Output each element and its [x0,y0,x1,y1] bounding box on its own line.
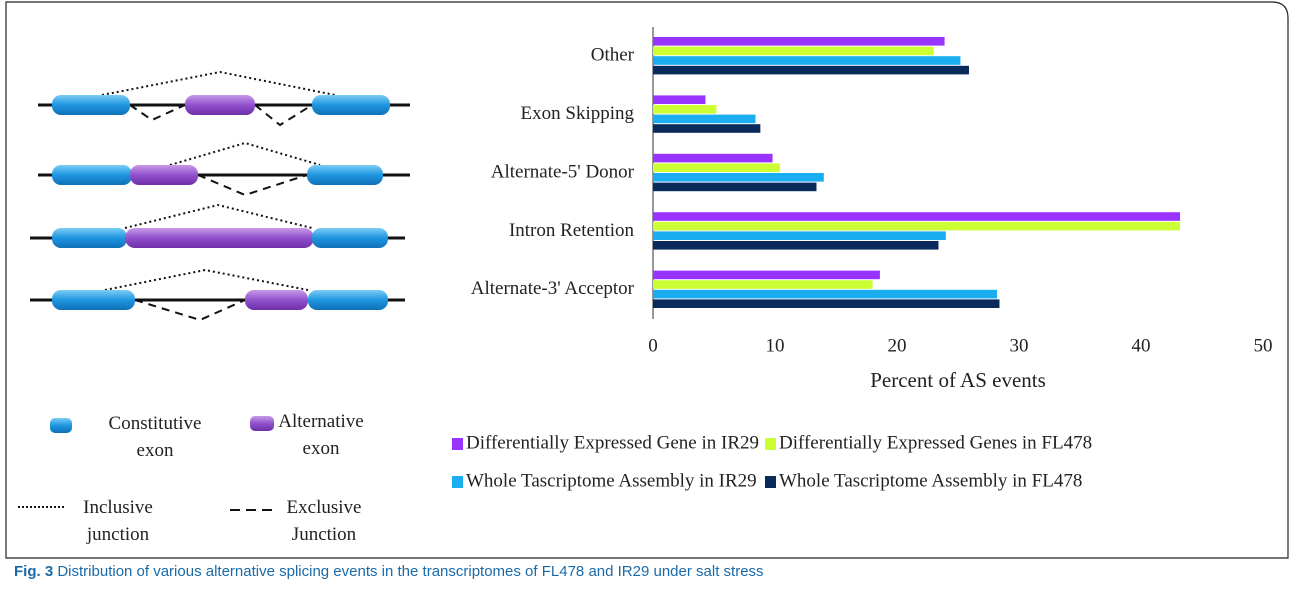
legend-label: Whole Tascriptome Assembly in IR29 [466,470,757,491]
diagram-legend-label: Constitutive exon [95,410,215,464]
bar [653,37,945,46]
y-tick-label: Alternate-3' Acceptor [471,278,635,299]
figure: 0 10 20 30 40 50 Percent of AS events Other Exon… [0,0,1290,590]
y-tick-label: Other [591,45,635,66]
bar [653,105,716,114]
legend-label: Differentially Expressed Genes in FL478 [779,432,1092,453]
caption-text: Distribution of various alternative spli… [57,563,763,580]
bar [653,183,816,192]
x-axis-title: Percent of AS events [870,368,1046,392]
legend-label: Whole Tascriptome Assembly in FL478 [779,470,1082,491]
bar [653,231,946,240]
y-tick-label: Exon Skipping [521,103,635,124]
bar [653,95,705,104]
legend-swatch [452,476,463,488]
bar [653,124,760,133]
x-tick-label: 20 [888,335,907,356]
x-tick-label: 30 [1010,335,1029,356]
bar [653,173,824,182]
bar-chart: 0 10 20 30 40 50 Percent of AS events Other Exon… [452,27,1273,491]
legend-swatch [452,438,463,450]
y-tick-label: Intron Retention [509,220,635,241]
bar [653,66,969,75]
bar [653,56,960,65]
bar [653,280,873,289]
bar [653,115,755,124]
x-tick-label: 50 [1254,335,1273,356]
page: {"chart_data": {"type": "bar", "orientat… [0,0,1290,590]
diagram-legend-label: Exclusive Junction [285,494,363,548]
diagram-legend-label: Inclusive junction [70,494,166,548]
y-tick-label: Alternate-5' Donor [491,161,635,182]
x-tick-label: 40 [1132,335,1151,356]
bar [653,222,1180,231]
bar [653,212,1180,221]
legend-swatch [765,438,776,450]
bar [653,271,880,280]
legend-swatch [765,476,776,488]
bar [653,299,999,308]
legend-label: Differentially Expressed Gene in IR29 [466,432,759,453]
bar [653,241,938,250]
diagram-legend-label: Alternative exon [275,408,367,462]
caption: Fig. 3 Distribution of various alternati… [14,563,764,580]
x-tick-label: 10 [766,335,785,356]
bar [653,290,997,299]
caption-label: Fig. 3 [14,563,53,580]
bar [653,47,934,56]
bar [653,154,773,163]
x-tick-label: 0 [648,335,658,356]
bar [653,163,780,172]
